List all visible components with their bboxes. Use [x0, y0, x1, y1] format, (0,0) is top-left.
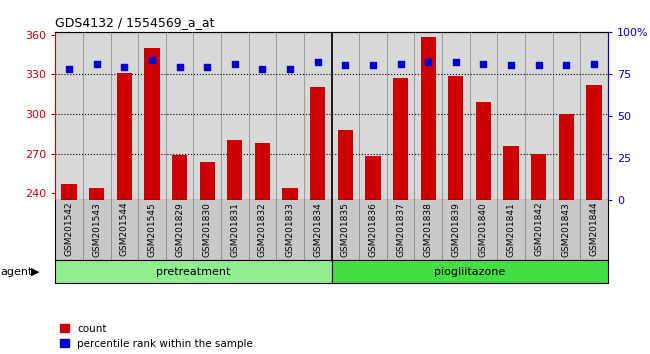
Point: [340, 63, 350, 68]
Bar: [62, 184, 77, 200]
Bar: [393, 78, 408, 200]
Bar: [559, 114, 574, 200]
Point: [506, 63, 516, 68]
Legend: count, percentile rank within the sample: count, percentile rank within the sample: [60, 324, 253, 349]
Point: [478, 61, 489, 67]
Bar: [283, 188, 298, 200]
Text: GDS4132 / 1554569_a_at: GDS4132 / 1554569_a_at: [55, 16, 214, 29]
Point: [313, 59, 323, 65]
Text: GSM201835: GSM201835: [341, 202, 350, 257]
Point: [534, 63, 544, 68]
Text: GSM201543: GSM201543: [92, 202, 101, 257]
Point: [285, 66, 295, 72]
Bar: [476, 102, 491, 200]
Text: piogliitazone: piogliitazone: [434, 267, 505, 277]
Point: [589, 61, 599, 67]
Point: [561, 63, 571, 68]
Text: GSM201832: GSM201832: [258, 202, 267, 257]
Point: [202, 64, 213, 70]
Point: [395, 61, 406, 67]
Point: [368, 63, 378, 68]
Text: GSM201829: GSM201829: [175, 202, 184, 257]
Text: GSM201833: GSM201833: [285, 202, 294, 257]
Bar: [172, 155, 187, 200]
Text: GSM201837: GSM201837: [396, 202, 405, 257]
Text: GSM201840: GSM201840: [479, 202, 488, 257]
Text: agent: agent: [1, 267, 33, 277]
Text: GSM201839: GSM201839: [451, 202, 460, 257]
Point: [119, 64, 129, 70]
Text: ▶: ▶: [31, 267, 40, 277]
Point: [147, 58, 157, 63]
Bar: [227, 141, 242, 200]
Bar: [448, 75, 463, 200]
Bar: [421, 37, 436, 200]
Text: GSM201830: GSM201830: [203, 202, 212, 257]
Bar: [310, 87, 325, 200]
Text: GSM201542: GSM201542: [64, 202, 73, 256]
Bar: [338, 130, 353, 200]
Point: [64, 66, 74, 72]
Text: GSM201843: GSM201843: [562, 202, 571, 257]
Bar: [586, 85, 601, 200]
Point: [92, 61, 102, 67]
Text: GSM201844: GSM201844: [590, 202, 599, 256]
Bar: [89, 188, 104, 200]
Bar: [117, 73, 132, 200]
Text: GSM201545: GSM201545: [148, 202, 157, 257]
Text: GSM201841: GSM201841: [506, 202, 515, 257]
Bar: [255, 143, 270, 200]
Bar: [144, 48, 159, 200]
Text: GSM201842: GSM201842: [534, 202, 543, 256]
Text: pretreatment: pretreatment: [156, 267, 231, 277]
Text: GSM201544: GSM201544: [120, 202, 129, 256]
Text: GSM201831: GSM201831: [230, 202, 239, 257]
Text: GSM201836: GSM201836: [369, 202, 378, 257]
Point: [423, 59, 434, 65]
Bar: [531, 154, 546, 200]
Text: GSM201838: GSM201838: [424, 202, 433, 257]
Point: [257, 66, 268, 72]
Bar: [200, 162, 214, 200]
Point: [450, 59, 461, 65]
Point: [229, 61, 240, 67]
Point: [174, 64, 185, 70]
Bar: [504, 146, 519, 200]
Text: GSM201834: GSM201834: [313, 202, 322, 257]
Bar: [365, 156, 380, 200]
